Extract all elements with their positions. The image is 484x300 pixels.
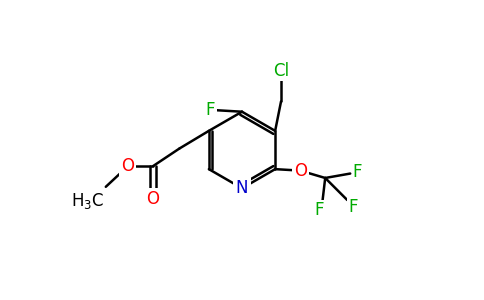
- Text: O: O: [121, 157, 135, 175]
- Text: Cl: Cl: [273, 61, 289, 80]
- Text: F: F: [315, 201, 324, 219]
- Text: H$_3$C: H$_3$C: [71, 191, 105, 211]
- Text: O: O: [294, 162, 307, 180]
- Text: F: F: [348, 198, 358, 216]
- Text: F: F: [206, 101, 215, 119]
- Text: F: F: [353, 163, 363, 181]
- Text: O: O: [146, 190, 159, 208]
- Text: N: N: [236, 179, 248, 197]
